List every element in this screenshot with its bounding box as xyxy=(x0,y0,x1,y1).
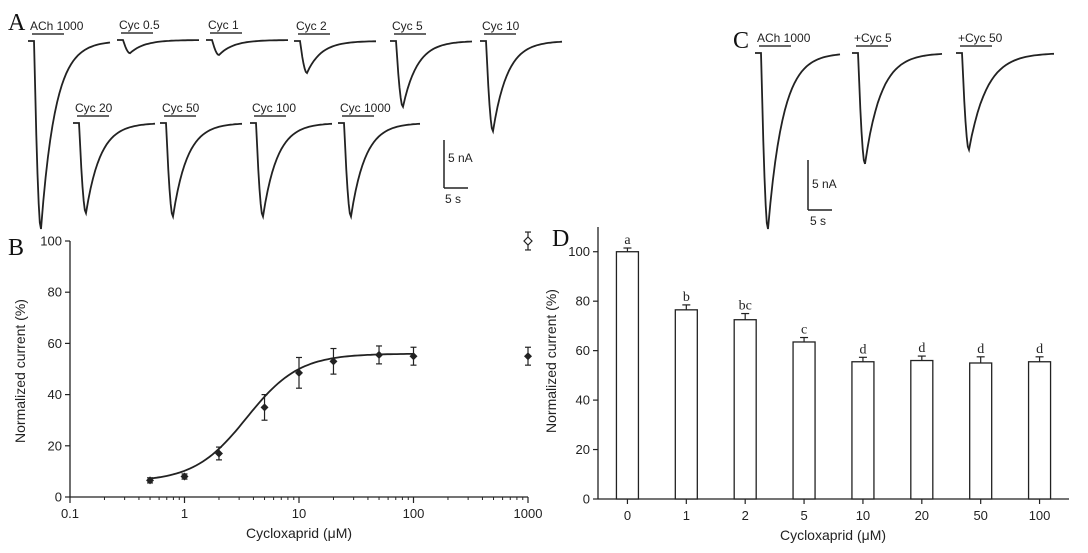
x-tick-label: 10 xyxy=(856,508,870,523)
significance-letter: d xyxy=(1036,342,1043,357)
y-tick-label: 100 xyxy=(40,234,62,249)
current-trace xyxy=(250,122,333,220)
current-trace xyxy=(755,52,841,230)
bar xyxy=(674,309,698,500)
current-trace xyxy=(480,40,563,135)
x-tick-label: 10 xyxy=(292,506,306,521)
current-trace xyxy=(294,40,376,75)
significance-letter: bc xyxy=(739,299,752,314)
x-tick-label: 1 xyxy=(181,506,188,521)
x-tick-label: 1000 xyxy=(514,506,543,521)
trace-label: Cyc 5 xyxy=(392,19,423,33)
panel-a-scalebar: 5 nA 5 s xyxy=(443,140,473,206)
significance-letter: a xyxy=(624,233,631,248)
bar xyxy=(792,341,816,500)
trace-label: ACh 1000 xyxy=(30,19,84,33)
trace-label: ACh 1000 xyxy=(757,31,811,45)
significance-letter: d xyxy=(859,342,866,357)
trace-label: Cyc 50 xyxy=(162,101,200,115)
y-tick-label: 20 xyxy=(576,442,590,457)
current-trace xyxy=(160,122,243,220)
panel-c-scalebar: 5 nA 5 s xyxy=(807,160,837,228)
data-point xyxy=(375,350,384,359)
data-point xyxy=(214,449,223,458)
bar xyxy=(910,359,934,500)
x-tick-label: 1 xyxy=(683,508,690,523)
trace-label: Cyc 20 xyxy=(75,101,113,115)
x-tick-label: 2 xyxy=(742,508,749,523)
trace-label: Cyc 1000 xyxy=(340,101,391,115)
panel-b-xlabel: Cycloxaprid (μM) xyxy=(246,525,352,541)
x-tick-label: 5 xyxy=(800,508,807,523)
panel-d-chart: Normalized current (%) Cycloxaprid (μM) … xyxy=(543,227,1069,543)
scalebar-time-label: 5 s xyxy=(810,214,826,228)
y-tick-label: 0 xyxy=(55,490,62,505)
bar xyxy=(1027,361,1052,500)
data-point xyxy=(180,472,189,481)
x-tick-label: 0 xyxy=(624,508,631,523)
x-tick-label: 100 xyxy=(1029,508,1051,523)
open-data-point xyxy=(523,236,533,246)
y-tick-label: 0 xyxy=(583,492,590,507)
scalebar-current-label: 5 nA xyxy=(812,177,837,191)
y-tick-label: 20 xyxy=(48,438,62,453)
x-tick-label: 100 xyxy=(403,506,425,521)
panel-label-b: B xyxy=(8,235,24,261)
trace-label: +Cyc 5 xyxy=(854,31,892,45)
trace-label: +Cyc 50 xyxy=(958,31,1003,45)
panel-label-c: C xyxy=(733,28,749,54)
data-point xyxy=(329,357,338,366)
panel-label-d: D xyxy=(552,226,569,252)
x-tick-label: 0.1 xyxy=(61,506,79,521)
current-trace xyxy=(73,122,156,217)
y-tick-label: 40 xyxy=(48,387,62,402)
panel-label-a: A xyxy=(8,10,26,36)
bar xyxy=(733,319,757,500)
data-point xyxy=(146,476,155,485)
current-trace xyxy=(338,122,421,220)
significance-letter: d xyxy=(977,342,984,357)
bar xyxy=(969,362,993,500)
y-tick-label: 80 xyxy=(48,285,62,300)
y-tick-label: 60 xyxy=(48,336,62,351)
current-trace xyxy=(390,40,473,110)
data-point xyxy=(409,352,418,361)
y-tick-label: 80 xyxy=(576,294,590,309)
scalebar-current-label: 5 nA xyxy=(448,151,473,165)
bar xyxy=(615,251,640,500)
trace-label: Cyc 10 xyxy=(482,19,520,33)
current-trace xyxy=(956,52,1055,154)
panel-b-chart: Normalized current (%) Cycloxaprid (μM) … xyxy=(12,231,543,541)
panel-b-ylabel: Normalized current (%) xyxy=(12,299,28,443)
bar xyxy=(851,361,875,500)
data-point xyxy=(260,403,269,412)
current-trace xyxy=(852,52,943,165)
data-point xyxy=(524,352,532,361)
significance-letter: b xyxy=(683,290,690,305)
data-point xyxy=(295,368,303,377)
current-trace xyxy=(28,40,111,230)
current-trace xyxy=(206,39,288,57)
panel-d-ylabel: Normalized current (%) xyxy=(543,289,559,433)
y-tick-label: 100 xyxy=(568,244,590,259)
trace-label: Cyc 100 xyxy=(252,101,296,115)
significance-letter: d xyxy=(918,341,925,356)
x-tick-label: 50 xyxy=(973,508,987,523)
trace-label: Cyc 1 xyxy=(208,18,239,32)
panel-c-traces: ACh 1000 +Cyc 5 +Cyc 50 xyxy=(755,31,1055,230)
trace-label: Cyc 2 xyxy=(296,19,327,33)
fit-curve xyxy=(149,353,414,480)
trace-label: Cyc 0.5 xyxy=(119,18,160,32)
x-tick-label: 20 xyxy=(915,508,929,523)
panel-d-xlabel: Cycloxaprid (μM) xyxy=(780,527,886,543)
scalebar-time-label: 5 s xyxy=(445,192,461,206)
significance-letter: c xyxy=(801,323,807,338)
current-trace xyxy=(117,39,199,55)
y-tick-label: 60 xyxy=(576,343,590,358)
y-tick-label: 40 xyxy=(576,393,590,408)
panel-a-traces: ACh 1000 Cyc 0.5 Cyc 1 Cyc 2 Cyc 5 Cyc 10 Cyc … xyxy=(28,18,563,230)
